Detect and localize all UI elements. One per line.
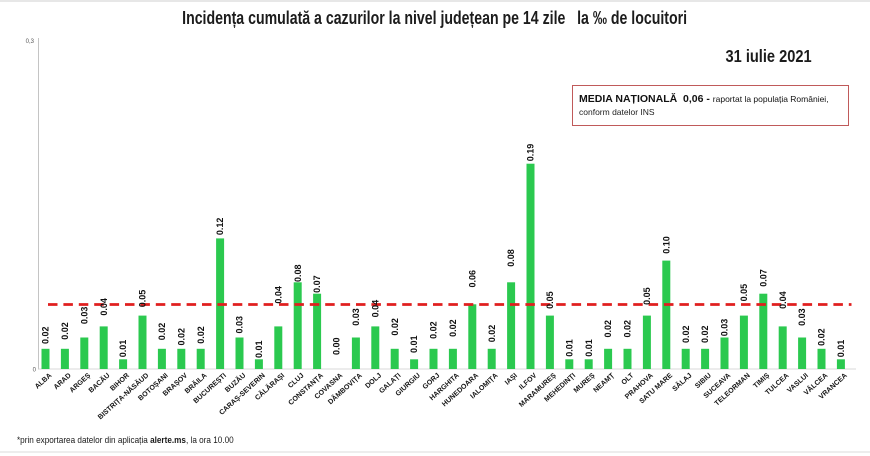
svg-text:0.03: 0.03	[351, 308, 361, 326]
svg-text:0.02: 0.02	[429, 321, 439, 339]
svg-text:0.07: 0.07	[758, 269, 768, 287]
svg-text:0.02: 0.02	[60, 322, 70, 340]
svg-text:0.08: 0.08	[293, 264, 303, 282]
svg-text:0.02: 0.02	[41, 326, 51, 344]
svg-text:0.19: 0.19	[526, 144, 536, 162]
svg-text:0.01: 0.01	[118, 340, 128, 358]
svg-text:0.05: 0.05	[739, 284, 749, 302]
svg-text:0.04: 0.04	[778, 291, 788, 309]
svg-text:0.02: 0.02	[623, 320, 633, 338]
svg-text:0.02: 0.02	[681, 325, 691, 343]
svg-text:0.03: 0.03	[79, 307, 89, 325]
svg-text:0: 0	[33, 368, 37, 374]
svg-text:0,3: 0,3	[26, 39, 35, 45]
svg-text:0.02: 0.02	[196, 326, 206, 344]
svg-text:0.01: 0.01	[584, 339, 594, 357]
svg-text:0.01: 0.01	[564, 339, 574, 357]
svg-text:ALBA: ALBA	[33, 372, 53, 391]
svg-text:0.03: 0.03	[797, 308, 807, 326]
svg-text:IAȘI: IAȘI	[503, 372, 519, 387]
svg-text:0.01: 0.01	[254, 340, 264, 358]
svg-text:0.08: 0.08	[506, 249, 516, 267]
svg-text:0.06: 0.06	[467, 270, 477, 288]
svg-text:0.04: 0.04	[273, 286, 283, 304]
svg-text:0.05: 0.05	[138, 290, 148, 308]
svg-text:0.03: 0.03	[235, 316, 245, 334]
svg-text:0.04: 0.04	[99, 298, 109, 316]
svg-text:0.02: 0.02	[176, 328, 186, 346]
svg-text:0.02: 0.02	[448, 319, 458, 337]
svg-text:0.02: 0.02	[157, 323, 167, 341]
svg-text:0.02: 0.02	[700, 325, 710, 343]
svg-text:0.04: 0.04	[370, 300, 380, 318]
svg-text:BACĂU: BACĂU	[86, 371, 111, 395]
svg-text:0.12: 0.12	[215, 218, 225, 236]
svg-text:0.02: 0.02	[487, 325, 497, 343]
svg-text:0.05: 0.05	[545, 291, 555, 309]
svg-text:0.00: 0.00	[332, 337, 342, 355]
svg-text:0.01: 0.01	[409, 335, 419, 353]
svg-text:0.02: 0.02	[390, 318, 400, 336]
svg-text:0.05: 0.05	[642, 287, 652, 305]
svg-text:SĂLAJ: SĂLAJ	[670, 371, 693, 393]
svg-text:0.02: 0.02	[603, 320, 613, 338]
svg-text:OLT: OLT	[620, 371, 636, 387]
svg-text:0.03: 0.03	[720, 319, 730, 337]
svg-text:0.07: 0.07	[312, 275, 322, 293]
svg-text:0.01: 0.01	[836, 340, 846, 358]
svg-text:NEAMȚ: NEAMȚ	[592, 371, 617, 394]
svg-text:0.02: 0.02	[817, 328, 827, 346]
svg-text:0.10: 0.10	[661, 236, 671, 254]
